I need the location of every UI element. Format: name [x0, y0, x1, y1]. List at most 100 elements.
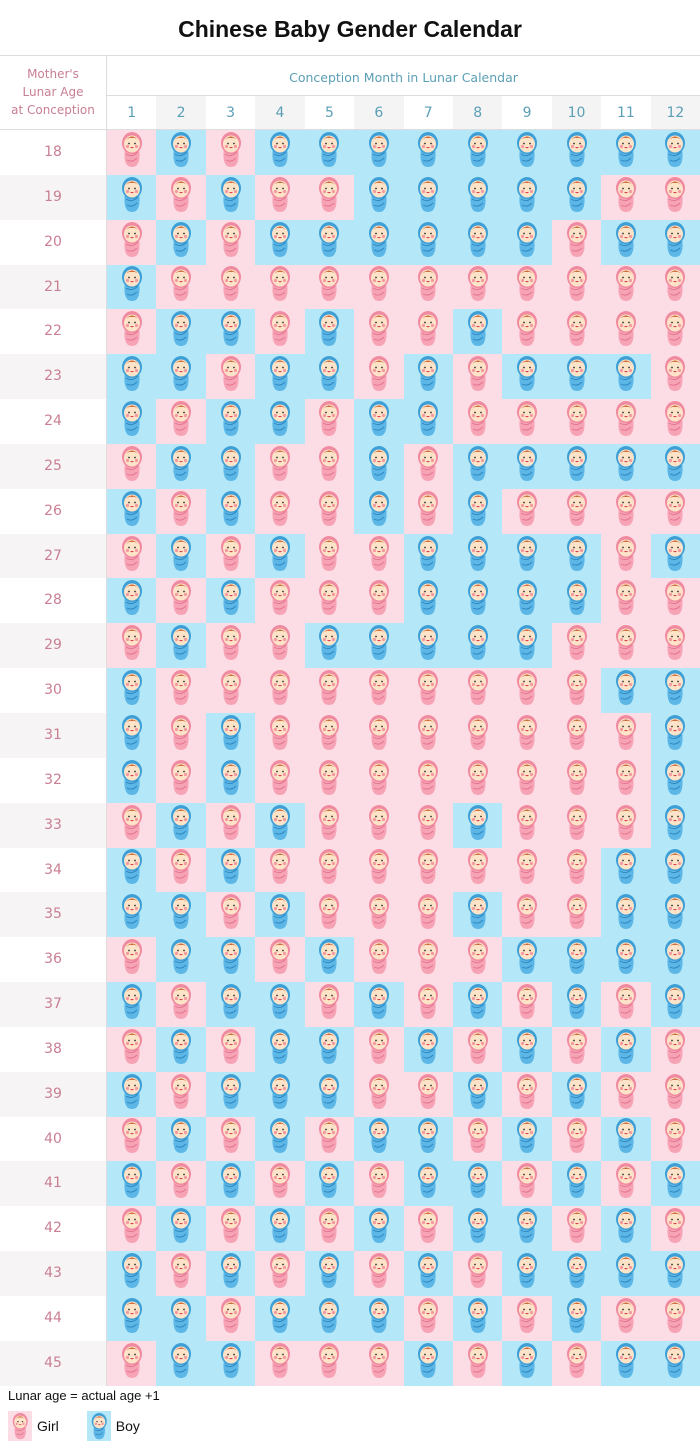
girl-cell: [354, 1161, 404, 1207]
baby-girl-icon: [566, 221, 588, 263]
age-label: 19: [0, 174, 107, 220]
girl-cell: [502, 1295, 552, 1341]
girl-cell: [354, 937, 404, 983]
table-row: 31: [0, 712, 700, 758]
baby-girl-icon: [318, 759, 340, 801]
baby-boy-icon: [368, 1118, 390, 1159]
age-label: 40: [0, 1116, 107, 1162]
girl-cell: [601, 488, 651, 534]
baby-girl-icon: [368, 804, 390, 846]
baby-boy-icon: [516, 939, 538, 980]
table-row: 25: [0, 443, 700, 489]
girl-cell: [205, 668, 256, 713]
baby-girl-icon: [318, 580, 340, 621]
baby-boy-icon: [318, 311, 340, 352]
baby-girl-icon: [220, 670, 242, 711]
boy-cell: [156, 1116, 206, 1162]
age-label: 35: [0, 892, 107, 938]
age-label: 18: [0, 130, 107, 175]
boy-cell: [650, 892, 700, 938]
baby-boy-icon: [170, 1118, 192, 1159]
baby-boy-icon: [417, 176, 439, 218]
girl-cell: [205, 1206, 256, 1252]
baby-girl-icon: [220, 1297, 242, 1339]
baby-boy-icon: [417, 356, 439, 397]
baby-boy-icon: [615, 1253, 637, 1294]
girl-cell: [107, 1206, 157, 1252]
age-label: 39: [0, 1071, 107, 1117]
baby-girl-icon: [664, 1297, 686, 1339]
baby-girl-icon: [170, 670, 192, 711]
girl-cell: [403, 802, 453, 848]
boy-cell: [354, 1206, 404, 1252]
baby-boy-icon: [170, 625, 192, 666]
girl-cell: [107, 937, 157, 983]
age-column-header: Mother's Lunar Age at Conception: [0, 56, 107, 130]
baby-girl-icon: [121, 221, 143, 263]
boy-cell: [601, 130, 651, 175]
baby-girl-icon: [368, 356, 390, 397]
baby-boy-icon: [566, 535, 588, 577]
baby-boy-icon: [417, 580, 439, 621]
boy-cell: [403, 1251, 453, 1296]
baby-boy-icon: [516, 356, 538, 397]
baby-boy-icon: [566, 131, 588, 173]
baby-girl-icon: [417, 759, 439, 801]
baby-boy-icon: [220, 311, 242, 352]
boy-cell: [107, 488, 157, 534]
boy-cell: [255, 130, 305, 175]
baby-boy-icon: [318, 1163, 340, 1204]
baby-girl-icon: [516, 804, 538, 846]
baby-girl-icon: [566, 625, 588, 666]
girl-cell: [551, 847, 602, 893]
baby-boy-icon: [121, 983, 143, 1025]
age-label: 45: [0, 1340, 107, 1386]
girl-cell: [205, 130, 256, 175]
girl-cell: [255, 1251, 305, 1296]
girl-cell: [304, 1206, 355, 1252]
baby-boy-icon: [615, 356, 637, 397]
boy-cell: [650, 1161, 700, 1207]
table-row: 19: [0, 174, 700, 220]
baby-boy-icon: [220, 400, 242, 442]
girl-cell: [354, 847, 404, 893]
boy-cell: [107, 847, 157, 893]
girl-cell: [403, 1071, 453, 1117]
baby-girl-icon: [121, 1208, 143, 1249]
girl-cell: [156, 578, 206, 624]
baby-boy-icon: [86, 1411, 111, 1441]
boy-cell: [354, 1116, 404, 1162]
table-row: 41: [0, 1161, 700, 1207]
girl-cell: [354, 533, 404, 579]
girl-cell: [502, 757, 552, 803]
baby-girl-icon: [615, 759, 637, 801]
baby-boy-icon: [220, 849, 242, 890]
baby-boy-icon: [566, 580, 588, 621]
boy-cell: [452, 219, 503, 265]
baby-girl-icon: [566, 1118, 588, 1159]
baby-girl-icon: [467, 266, 489, 307]
girl-cell: [452, 264, 503, 310]
baby-boy-icon: [664, 535, 686, 577]
baby-boy-icon: [615, 894, 637, 935]
girl-cell: [255, 309, 305, 355]
baby-boy-icon: [664, 131, 686, 173]
baby-girl-icon: [121, 804, 143, 846]
boy-cell: [304, 219, 355, 265]
girl-cell: [650, 1026, 700, 1072]
boy-cell: [601, 443, 651, 489]
table-row: 18: [0, 130, 700, 175]
boy-cell: [354, 982, 404, 1027]
baby-girl-icon: [417, 939, 439, 980]
boy-cell: [205, 578, 256, 624]
baby-boy-icon: [417, 1163, 439, 1204]
age-label: 23: [0, 354, 107, 400]
baby-boy-icon: [417, 1028, 439, 1070]
girl-cell: [205, 623, 256, 669]
baby-boy-icon: [417, 1118, 439, 1159]
baby-boy-icon: [121, 1297, 143, 1339]
girl-cell: [601, 309, 651, 355]
boy-cell: [403, 1026, 453, 1072]
baby-boy-icon: [615, 1118, 637, 1159]
girl-cell: [205, 219, 256, 265]
